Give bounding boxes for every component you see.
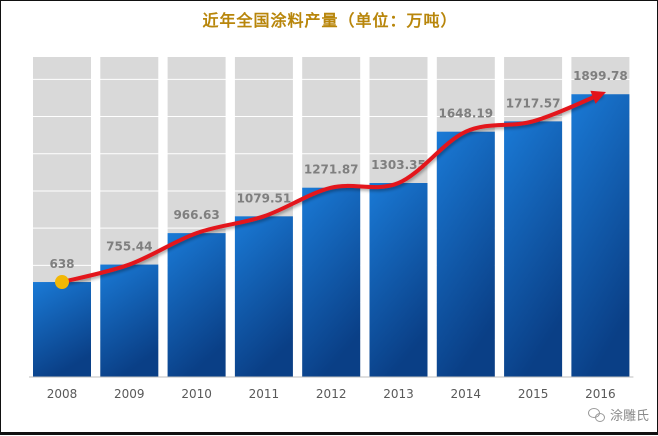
trend-start-marker — [55, 275, 69, 290]
bar — [100, 264, 159, 377]
x-tick-label: 2014 — [451, 387, 482, 401]
data-label: 1303.35 — [371, 158, 426, 172]
x-tick-label: 2012 — [316, 387, 347, 401]
x-tick-label: 2013 — [383, 387, 414, 401]
data-label: 1079.51 — [237, 191, 292, 205]
bar — [167, 233, 226, 377]
watermark-text: 涂雕氏 — [609, 409, 649, 424]
trend-arrowhead — [590, 90, 606, 104]
x-tick-label: 2010 — [181, 387, 212, 401]
data-label: 1899.78 — [573, 69, 628, 83]
bar — [369, 183, 428, 377]
x-tick-label: 2016 — [585, 387, 616, 401]
x-tick-label: 2011 — [249, 387, 280, 401]
bar — [234, 216, 293, 377]
bar — [302, 187, 361, 377]
trend-line — [60, 92, 603, 285]
bar — [504, 121, 563, 378]
data-label: 1717.57 — [506, 96, 561, 110]
wechat-icon — [587, 407, 606, 422]
data-label: 1648.19 — [438, 107, 493, 121]
bar — [33, 282, 91, 377]
data-label: 966.63 — [173, 208, 219, 222]
x-tick-label: 2008 — [47, 387, 78, 401]
watermark: 涂雕氏 — [587, 405, 649, 424]
data-label: 638 — [49, 257, 74, 271]
bar — [436, 131, 495, 377]
x-tick-label: 2015 — [518, 387, 549, 401]
bar — [571, 94, 630, 377]
data-label: 755.44 — [106, 240, 152, 254]
chart-title: 近年全国涂料产量（单位：万吨） — [202, 11, 458, 30]
data-label: 1271.87 — [304, 163, 359, 177]
x-tick-label: 2009 — [114, 387, 145, 401]
